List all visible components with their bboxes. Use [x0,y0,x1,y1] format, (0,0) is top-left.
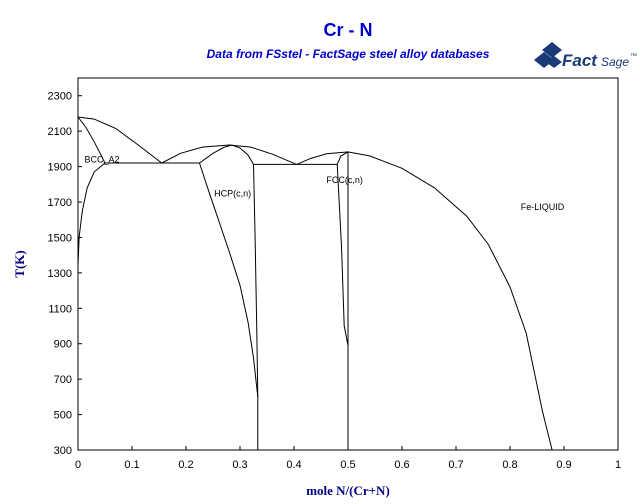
hcp-solidus-right-line [231,144,254,165]
liquidus-hcp-line [161,144,297,165]
x-tick-label: 0.9 [556,459,571,471]
hcp-right-boundary-line [253,164,259,397]
x-tick-label: 0.7 [448,459,463,471]
region-label-fe-liquid: Fe-LIQUID [521,202,565,212]
x-tick-label: 0.8 [502,459,517,471]
factsage-logo-icon [534,42,562,68]
y-axis: 300 500 700 900 1100 1300 1500 1700 1900 2100 2300 [48,91,82,457]
region-label-hcp-c-n: HCP(c,n) [214,189,251,199]
logo-text: Fact [562,51,598,70]
bcc-solvus-line [77,162,106,266]
x-tick-label: 0.3 [232,459,247,471]
chart-title: Cr - N [324,20,373,40]
y-tick-label: 700 [54,374,72,386]
logo-trademark: ™ [630,53,637,60]
x-tick-label: 0.6 [394,459,409,471]
bcc-solidus-line [77,116,106,164]
y-tick-label: 500 [54,410,72,422]
x-axis-label: mole N/(Cr+N) [306,483,390,498]
x-tick-label: 0.5 [340,459,355,471]
y-tick-label: 1100 [48,303,72,315]
x-tick-label: 1 [615,459,621,471]
fcc-left-lower-line [336,164,349,346]
region-label-bcc-a2: BCC_A2 [84,155,119,165]
x-tick-label: 0 [75,459,81,471]
x-axis: 0 0.1 0.2 0.3 0.4 0.5 0.6 0.7 0.8 0.9 1 [75,446,621,471]
hcp-solidus-left-line [199,144,233,164]
y-tick-label: 1300 [48,268,72,280]
y-tick-label: 2300 [48,91,72,103]
fcc-left-boundary-line [336,151,349,165]
x-tick-label: 0.1 [124,459,139,471]
x-tick-label: 0.4 [286,459,301,471]
y-tick-label: 1700 [48,197,72,209]
y-axis-label: T(K) [12,250,27,277]
chart-subtitle: Data from FSstel - FactSage steel alloy … [207,47,490,61]
phase-boundaries [77,116,553,451]
region-label-fcc-c-n: FCC(c,n) [326,175,363,185]
liquidus-fcc-line [296,151,553,451]
y-tick-label: 1500 [48,232,72,244]
phase-region-labels: BCC_A2 HCP(c,n) FCC(c,n) Fe-LIQUID [84,155,564,212]
liquidus-bcc-line [77,116,163,164]
y-tick-label: 300 [54,445,72,457]
y-tick-label: 2100 [48,126,72,138]
y-tick-label: 900 [54,339,72,351]
logo-text-small: Sage [601,55,629,69]
hcp-left-boundary-line [199,162,259,397]
y-tick-label: 1900 [48,162,72,174]
factsage-logo: Fact Sage ™ [534,42,637,70]
x-tick-label: 0.2 [178,459,193,471]
